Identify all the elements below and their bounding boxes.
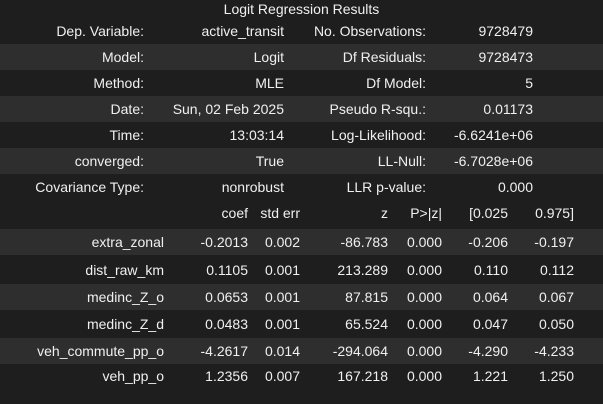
coef-header-row: coef std err z P>|z| [0.025 0.975] xyxy=(0,200,603,226)
summary-value: 9728473 xyxy=(478,49,533,65)
summary-value: True xyxy=(255,153,284,169)
coef-value: 0.0653 xyxy=(205,289,248,305)
summary-value: -6.7028e+06 xyxy=(453,153,533,169)
ci-upper: 0.112 xyxy=(540,262,574,278)
std-err-value: 0.001 xyxy=(264,289,300,305)
summary-label: Log-Likelihood: xyxy=(331,127,426,143)
summary-value: 0.000 xyxy=(497,179,533,195)
summary-value: Sun, 02 Feb 2025 xyxy=(172,101,284,117)
ci-lower: 0.064 xyxy=(472,289,508,305)
ci-upper: 1.250 xyxy=(538,368,574,384)
column-header: P>|z| xyxy=(410,205,442,221)
variable-name: medinc_Z_o xyxy=(86,289,164,305)
ci-upper: -4.233 xyxy=(534,343,574,359)
summary-value: 13:03:14 xyxy=(229,127,285,143)
std-err-value: 0.001 xyxy=(264,316,300,332)
summary-value: 5 xyxy=(525,75,533,91)
summary-value: nonrobust xyxy=(221,179,284,195)
summary-value: 0.01173 xyxy=(483,101,533,117)
variable-name: dist_raw_km xyxy=(85,262,164,278)
ci-upper: -0.197 xyxy=(534,234,574,250)
summary-label: Time: xyxy=(109,127,144,143)
summary-value: MLE xyxy=(255,75,284,91)
variable-name: extra_zonal xyxy=(91,234,164,250)
table-caption: Logit Regression Results xyxy=(223,1,380,17)
z-value: -294.064 xyxy=(332,343,388,359)
coef-row: veh_pp_o 1.2356 0.007 167.218 0.000 1.22… xyxy=(0,363,603,389)
summary-label: Covariance Type: xyxy=(35,179,144,195)
summary-row: Covariance Type: nonrobust LLR p-value: … xyxy=(0,174,603,200)
std-err-value: 0.007 xyxy=(264,368,300,384)
coef-row: dist_raw_km 0.1105 0.001 213.289 0.000 0… xyxy=(0,257,603,283)
summary-label: Pseudo R-squ.: xyxy=(329,101,427,117)
coef-row: veh_commute_pp_o -4.2617 0.014 -294.064 … xyxy=(0,338,603,364)
std-err-value: 0.002 xyxy=(264,234,300,250)
summary-label: LLR p-value: xyxy=(346,179,426,195)
summary-value: 9728479 xyxy=(478,23,533,39)
column-header: [0.025 xyxy=(469,205,508,221)
ci-lower: 0.110 xyxy=(474,262,508,278)
z-value: 167.218 xyxy=(337,368,388,384)
p-value: 0.000 xyxy=(406,262,442,278)
coef-row: extra_zonal -0.2013 0.002 -86.783 0.000 … xyxy=(0,229,603,255)
summary-label: Df Model: xyxy=(366,75,426,91)
ci-lower: 1.221 xyxy=(472,368,508,384)
variable-name: veh_commute_pp_o xyxy=(37,343,164,359)
coef-value: -0.2013 xyxy=(200,234,248,250)
ci-upper: 0.067 xyxy=(538,289,574,305)
ci-lower: -0.206 xyxy=(468,234,508,250)
summary-value: Logit xyxy=(253,49,284,65)
std-err-value: 0.014 xyxy=(264,343,300,359)
column-header: 0.975] xyxy=(535,205,574,221)
p-value: 0.000 xyxy=(406,289,442,305)
summary-value: active_transit xyxy=(201,23,284,39)
summary-value: -6.6241e+06 xyxy=(453,127,533,143)
variable-name: medinc_Z_d xyxy=(86,316,164,332)
summary-label: No. Observations: xyxy=(313,23,426,39)
p-value: 0.000 xyxy=(406,343,442,359)
p-value: 0.000 xyxy=(406,368,442,384)
ci-lower: -4.290 xyxy=(468,343,508,359)
z-value: -86.783 xyxy=(340,234,388,250)
p-value: 0.000 xyxy=(406,234,442,250)
summary-row: Dep. Variable: active_transit No. Observ… xyxy=(0,18,603,44)
coef-value: -4.2617 xyxy=(200,343,248,359)
std-err-value: 0.001 xyxy=(264,262,300,278)
summary-row: converged: True LL-Null: -6.7028e+06 xyxy=(0,148,603,174)
summary-label: Df Residuals: xyxy=(342,49,426,65)
summary-row: Date: Sun, 02 Feb 2025 Pseudo R-squ.: 0.… xyxy=(0,96,603,122)
summary-label: Model: xyxy=(101,49,144,65)
coef-row: medinc_Z_d 0.0483 0.001 65.524 0.000 0.0… xyxy=(0,311,603,337)
coef-value: 1.2356 xyxy=(205,368,248,384)
column-header: std err xyxy=(260,205,300,221)
ci-upper: 0.050 xyxy=(538,316,574,332)
column-header: coef xyxy=(221,205,248,221)
variable-name: veh_pp_o xyxy=(102,368,164,384)
z-value: 213.289 xyxy=(337,262,388,278)
summary-label: Date: xyxy=(110,101,144,117)
z-value: 87.815 xyxy=(345,289,388,305)
summary-row: Method: MLE Df Model: 5 xyxy=(0,70,603,96)
summary-label: Method: xyxy=(93,75,144,91)
summary-row: Model: Logit Df Residuals: 9728473 xyxy=(0,44,603,70)
summary-row: Time: 13:03:14 Log-Likelihood: -6.6241e+… xyxy=(0,122,603,148)
summary-label: Dep. Variable: xyxy=(56,23,144,39)
coef-value: 0.0483 xyxy=(205,316,248,332)
coef-value: 0.1105 xyxy=(206,262,248,278)
column-header: z xyxy=(381,205,388,221)
summary-label: converged: xyxy=(74,153,144,169)
p-value: 0.000 xyxy=(406,316,442,332)
z-value: 65.524 xyxy=(345,316,388,332)
ci-lower: 0.047 xyxy=(472,316,508,332)
coef-row: medinc_Z_o 0.0653 0.001 87.815 0.000 0.0… xyxy=(0,284,603,310)
summary-label: LL-Null: xyxy=(377,153,426,169)
